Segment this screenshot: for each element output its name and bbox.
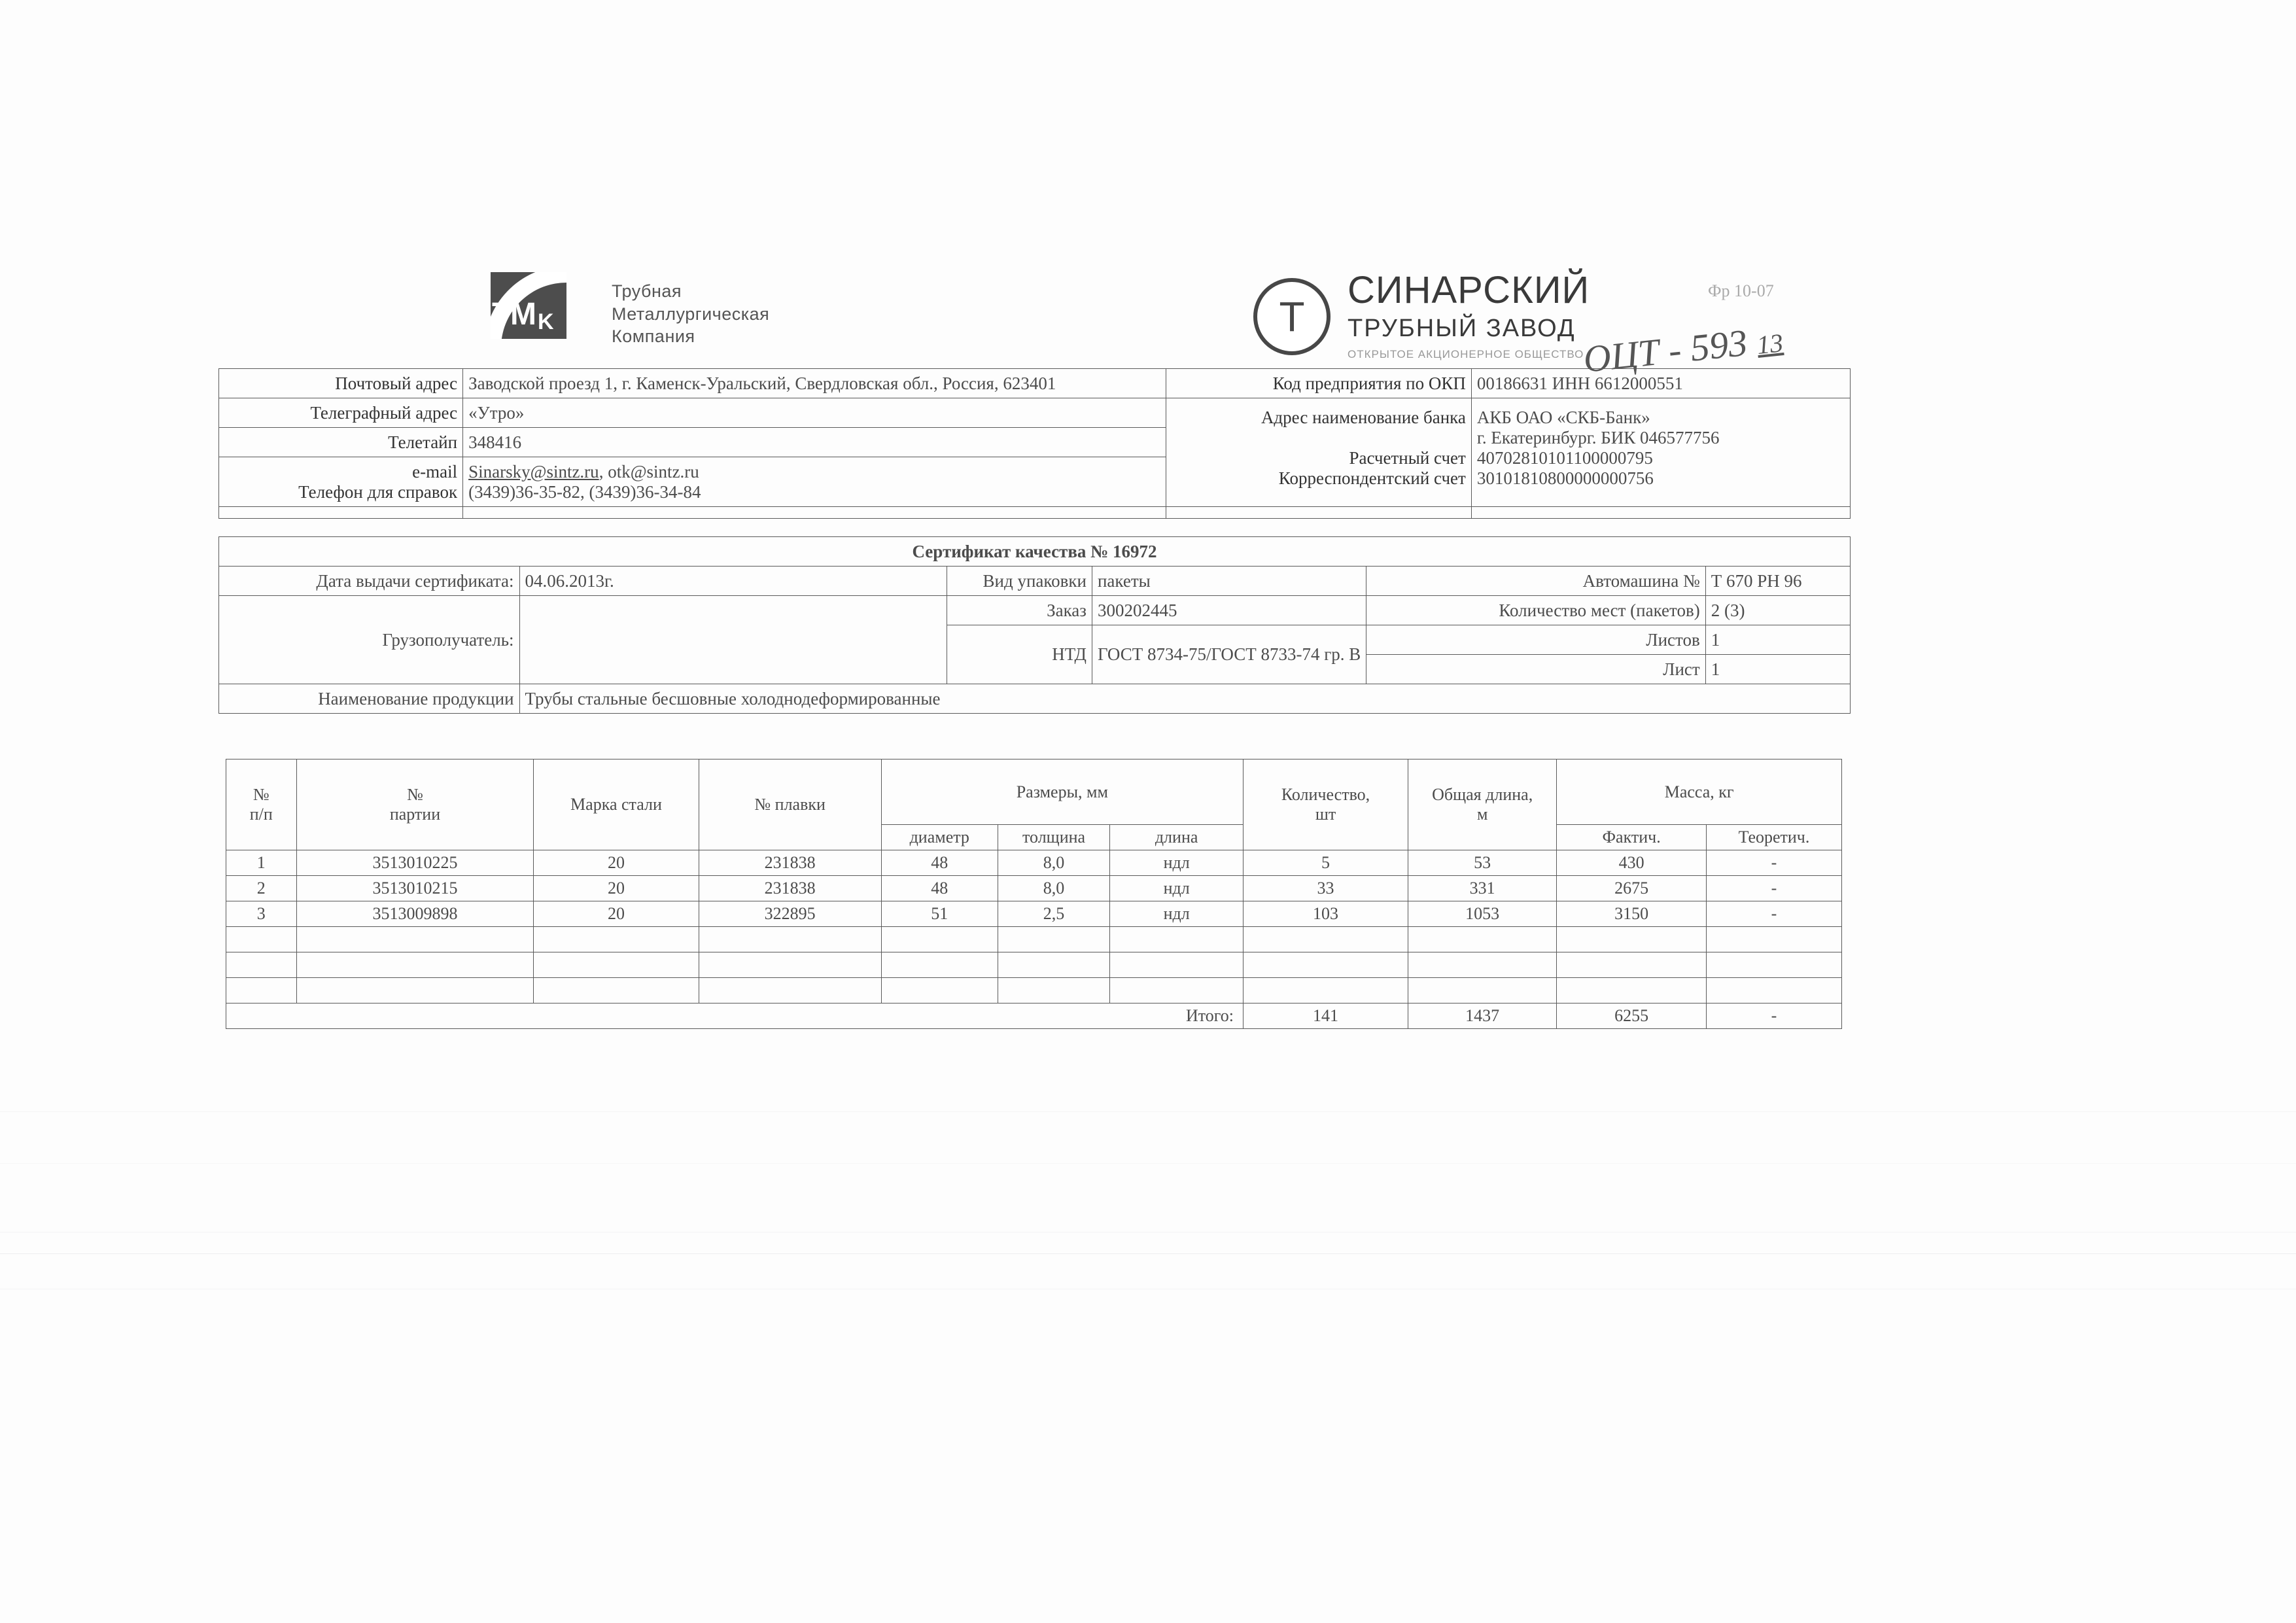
svg-text:T: T bbox=[492, 297, 511, 332]
svg-text:M: M bbox=[510, 297, 536, 332]
svg-text:K: K bbox=[538, 309, 554, 334]
